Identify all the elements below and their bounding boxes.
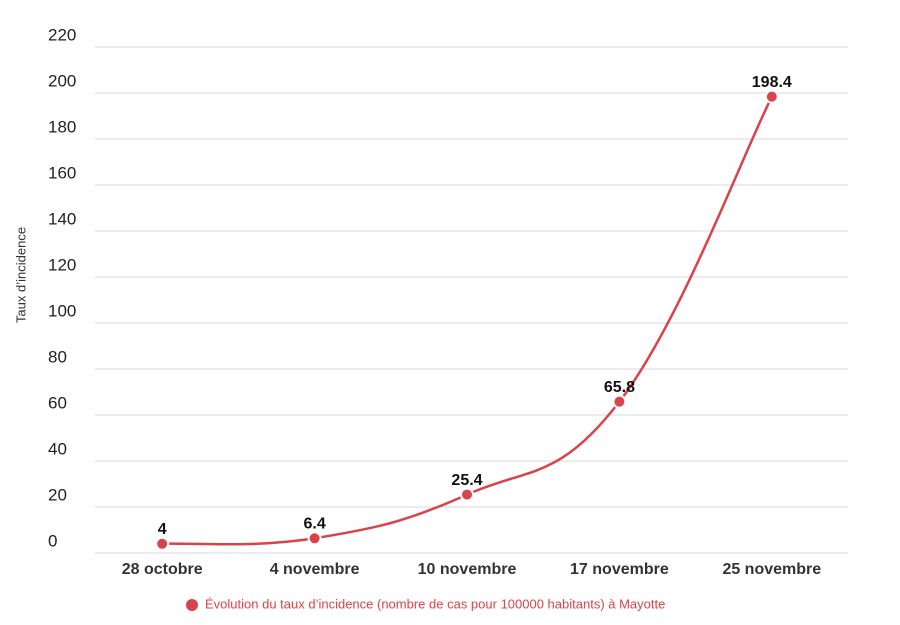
point [307,531,322,546]
point [460,487,474,502]
legend-label: Évolution du taux d’incidence (nombre de… [205,596,665,611]
y-tick-label: 80 [48,347,67,366]
x-tick-label: 25 novembre [722,561,821,578]
point [155,536,170,551]
data-label: 6.4 [303,515,325,532]
y-tick-label: 20 [48,485,67,504]
y-tick-label: 220 [48,25,76,44]
data-label: 4 [158,521,167,538]
line [162,96,773,546]
x-tick-label: 4 novembre [270,561,360,578]
y-tick-label: 40 [48,439,67,458]
y-tick-label: 0 [48,531,57,550]
y-tick-label: 200 [48,71,76,90]
point [612,394,627,409]
y-axis-title: Taux d’incidence [13,227,28,323]
point [764,89,779,104]
y-tick-label: 120 [48,255,76,274]
x-tick-label: 10 novembre [418,561,517,578]
data-label: 65.8 [604,379,635,396]
x-tick-label: 17 novembre [570,561,669,578]
data-label: 198.4 [752,74,792,91]
data-label: 25.4 [451,472,482,489]
legend-marker [186,599,198,611]
y-tick-label: 140 [48,209,76,228]
y-tick-label: 160 [48,163,76,182]
y-tick-label: 180 [48,117,76,136]
x-tick-label: 28 octobre [122,561,203,578]
y-tick-label: 60 [48,393,67,412]
y-tick-label: 100 [48,301,76,320]
